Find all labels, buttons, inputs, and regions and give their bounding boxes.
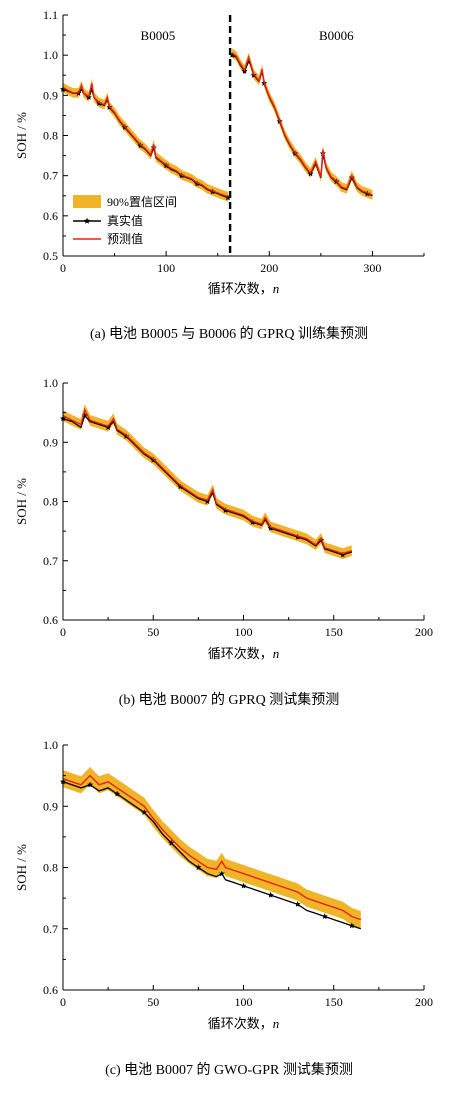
y-tick-label: 1.0	[43, 738, 58, 752]
x-axis-label: 循环次数，n	[208, 1016, 280, 1031]
true-value-marker	[267, 525, 274, 531]
true-value-marker	[249, 519, 256, 525]
confidence-band	[63, 767, 361, 929]
x-axis-label: 循环次数，n	[208, 281, 280, 296]
legend-swatch-band	[73, 195, 101, 208]
true-value-marker	[225, 194, 232, 201]
x-tick-label: 0	[60, 261, 66, 275]
true-value-marker	[204, 498, 211, 505]
true-value-marker	[218, 870, 225, 877]
y-axis-label: SOH / %	[14, 112, 29, 159]
legend-swatch-true-marker	[83, 217, 91, 224]
true-value-marker	[267, 891, 274, 898]
y-tick-label: 0.8	[43, 129, 58, 143]
x-tick-label: 300	[363, 261, 381, 275]
chart-panel-a: 0 100 200 300 0.5 0.6 0.7 0.8 0.9 1.0 1.1 循环次数，n SOH…	[14, 8, 425, 342]
x-tick-label: 100	[235, 995, 253, 1009]
x-tick-label: 200	[260, 261, 278, 275]
true-value-marker	[105, 424, 112, 430]
confidence-band	[63, 78, 228, 202]
y-tick-label: 0.5	[43, 249, 58, 263]
predicted-value-line	[231, 52, 373, 196]
y-tick-label: 0.8	[43, 495, 58, 509]
true-value-marker	[87, 781, 94, 788]
predicted-value-line	[62, 407, 353, 555]
y-tick-label: 0.8	[43, 861, 58, 875]
chart-caption: (a) 电池 B0005 与 B0006 的 GPRQ 训练集预测	[90, 325, 368, 342]
true-value-marker	[141, 809, 148, 815]
chart-caption: (c) 电池 B0007 的 GWO-GPR 测试集预测	[105, 1061, 353, 1078]
legend-label-true: 真实值	[107, 213, 143, 228]
legend-label-band: 90%置信区间	[107, 195, 177, 209]
x-tick-label: 200	[415, 995, 433, 1009]
y-tick-label: 1.1	[43, 8, 58, 22]
true-value-marker	[195, 864, 202, 871]
true-value-marker	[294, 901, 301, 907]
y-tick-label: 0.6	[43, 983, 58, 997]
y-tick-label: 1.0	[43, 376, 58, 390]
predicted-value-line	[62, 83, 229, 198]
x-tick-label: 200	[415, 625, 433, 639]
chart-panel-c: 0 50 100 150 200 0.6 0.7 0.8 0.9 1.0 循环次数，n SOH / %…	[14, 738, 433, 1078]
predicted-value-line	[62, 774, 362, 921]
y-axis-label: SOH / %	[14, 844, 29, 891]
y-tick-label: 0.9	[43, 88, 58, 102]
x-tick-label: 100	[157, 261, 175, 275]
true-value-marker	[168, 839, 175, 846]
true-value-marker	[240, 882, 247, 889]
y-tick-label: 0.7	[43, 554, 58, 568]
true-value-marker	[294, 533, 301, 540]
y-tick-label: 0.9	[43, 799, 58, 813]
chart-panel-b: 0 50 100 150 200 0.6 0.7 0.8 0.9 1.0 循环次数，n SOH / %…	[14, 376, 433, 708]
x-tick-label: 150	[325, 625, 343, 639]
y-tick-label: 0.9	[43, 435, 58, 449]
legend-label-pred: 预测值	[107, 231, 143, 246]
y-tick-label: 0.6	[43, 209, 58, 223]
y-tick-label: 0.6	[43, 613, 58, 627]
true-value-marker	[177, 483, 184, 490]
x-tick-label: 50	[147, 625, 159, 639]
x-tick-label: 100	[235, 625, 253, 639]
y-tick-label: 0.7	[43, 169, 58, 183]
true-value-marker	[348, 922, 355, 929]
y-tick-label: 1.0	[43, 48, 58, 62]
region-label: B0005	[141, 28, 176, 43]
y-tick-label: 0.7	[43, 922, 58, 936]
true-value-marker	[114, 790, 121, 797]
confidence-band	[63, 404, 352, 559]
true-value-marker	[229, 52, 236, 58]
y-axis-label: SOH / %	[14, 478, 29, 525]
x-tick-label: 150	[325, 995, 343, 1009]
true-value-marker	[339, 551, 346, 558]
true-value-marker	[81, 412, 88, 419]
x-tick-label: 0	[60, 625, 66, 639]
region-label: B0006	[319, 28, 354, 43]
x-tick-label: 50	[147, 995, 159, 1009]
chart-caption: (b) 电池 B0007 的 GPRQ 测试集预测	[119, 691, 340, 708]
x-tick-label: 0	[60, 995, 66, 1009]
true-value-marker	[321, 913, 328, 920]
true-value-marker	[222, 507, 229, 513]
true-value-line	[62, 781, 362, 930]
x-axis-label: 循环次数，n	[208, 646, 280, 661]
true-value-line	[62, 414, 352, 556]
